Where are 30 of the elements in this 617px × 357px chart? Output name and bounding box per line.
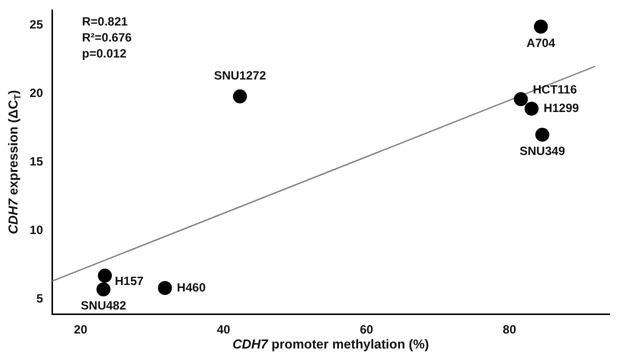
- annotation: SNU349: [520, 144, 566, 158]
- point: [158, 281, 172, 295]
- annotation: R=0.821: [82, 14, 128, 29]
- annotation: H1299: [544, 101, 580, 116]
- annotation: A704: [526, 36, 556, 50]
- x-tick-label: 40: [216, 322, 231, 337]
- y-tick-label: 5: [36, 291, 44, 306]
- annotation: H460: [176, 280, 206, 294]
- annotation: SNU482: [80, 298, 126, 313]
- y-tick-label: 25: [30, 18, 44, 32]
- point: [535, 128, 550, 142]
- y-tick-label: 15: [30, 154, 44, 168]
- annotation: SNU1272: [214, 68, 266, 83]
- y-axis-title: CDH7 expression (ΔCT): [6, 90, 22, 234]
- annotation: H157: [114, 274, 144, 288]
- x-axis-title: CDH7 promoter methylation (%): [232, 336, 429, 352]
- point: [524, 102, 539, 116]
- x-tick-label: 60: [360, 322, 374, 337]
- point: [514, 92, 528, 106]
- x-tick-label: 80: [502, 322, 516, 337]
- point: [98, 268, 112, 283]
- annotation: p=0.012: [82, 46, 127, 61]
- point: [96, 282, 110, 296]
- annotation: HCT116: [532, 82, 578, 96]
- point: [232, 89, 247, 104]
- y-tick-label: 20: [30, 86, 44, 100]
- annotation: R²=0.676: [82, 30, 132, 45]
- x-tick-label: 20: [74, 322, 88, 337]
- point: [534, 20, 548, 34]
- y-tick-label: 10: [30, 222, 44, 237]
